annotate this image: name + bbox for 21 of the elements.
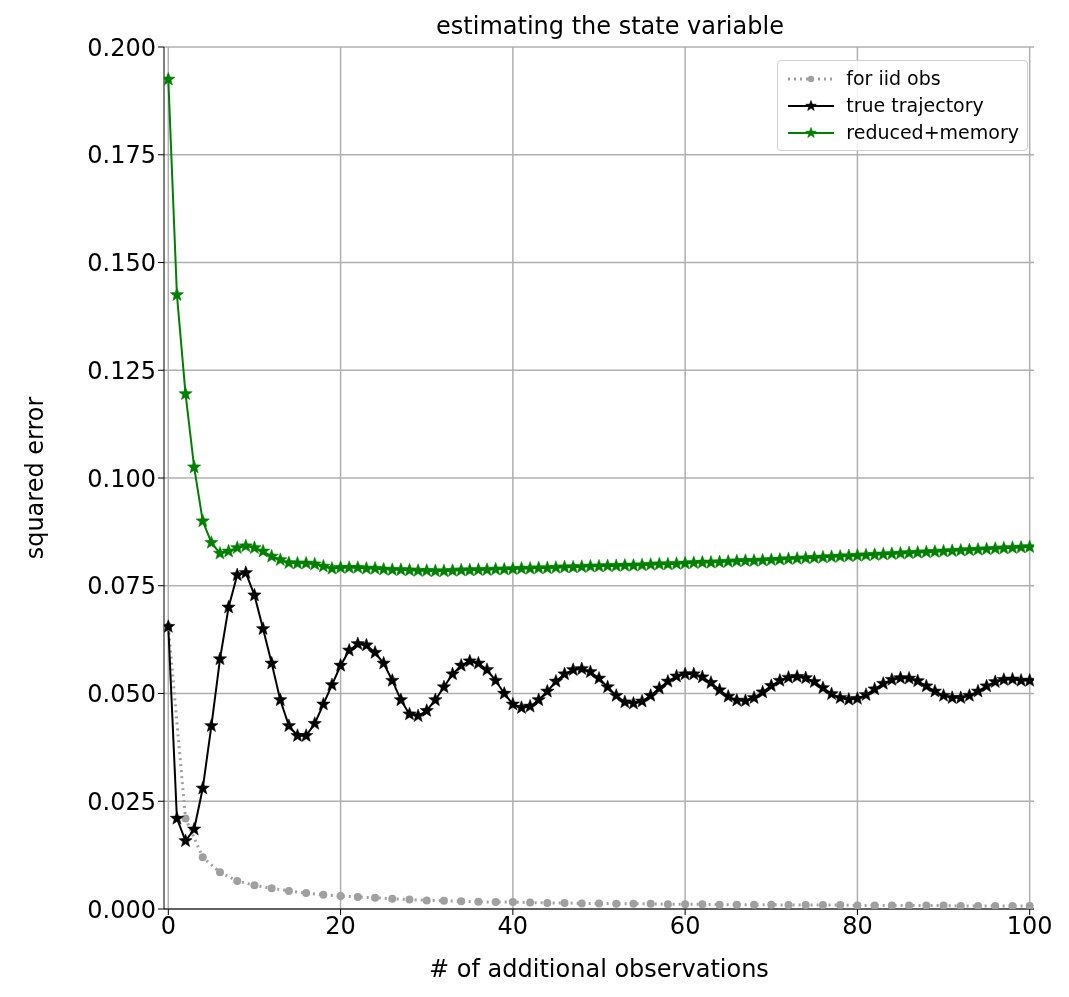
y-tick-label: 0.175: [87, 141, 156, 170]
y-tick-label: 0.125: [87, 356, 156, 385]
y-tick-label: 0.150: [87, 249, 156, 278]
x-tick-label: 60: [669, 912, 701, 941]
chart-title: estimating the state variable: [435, 12, 785, 40]
legend-label: true trajectory: [846, 93, 984, 118]
y-axis-title: squared error: [20, 396, 49, 560]
x-tick-label: 80: [842, 912, 873, 941]
y-tick-label: 0.025: [87, 787, 156, 816]
legend-label: for iid obs: [846, 66, 941, 91]
legend-label: reduced+memory: [846, 120, 1019, 145]
x-tick-label: 100: [1006, 912, 1053, 941]
x-tick-label: 0: [160, 912, 176, 941]
y-tick-label: 0.100: [87, 464, 156, 493]
x-tick-label: 40: [497, 912, 529, 941]
y-tick-label: 0.050: [87, 680, 156, 709]
y-tick-label: 0.075: [87, 572, 156, 601]
y-tick-label: 0.200: [87, 33, 156, 62]
x-axis-title: # of additional observations: [429, 955, 769, 983]
y-tick-label: 0.000: [87, 895, 156, 924]
x-tick-label: 20: [325, 912, 356, 941]
